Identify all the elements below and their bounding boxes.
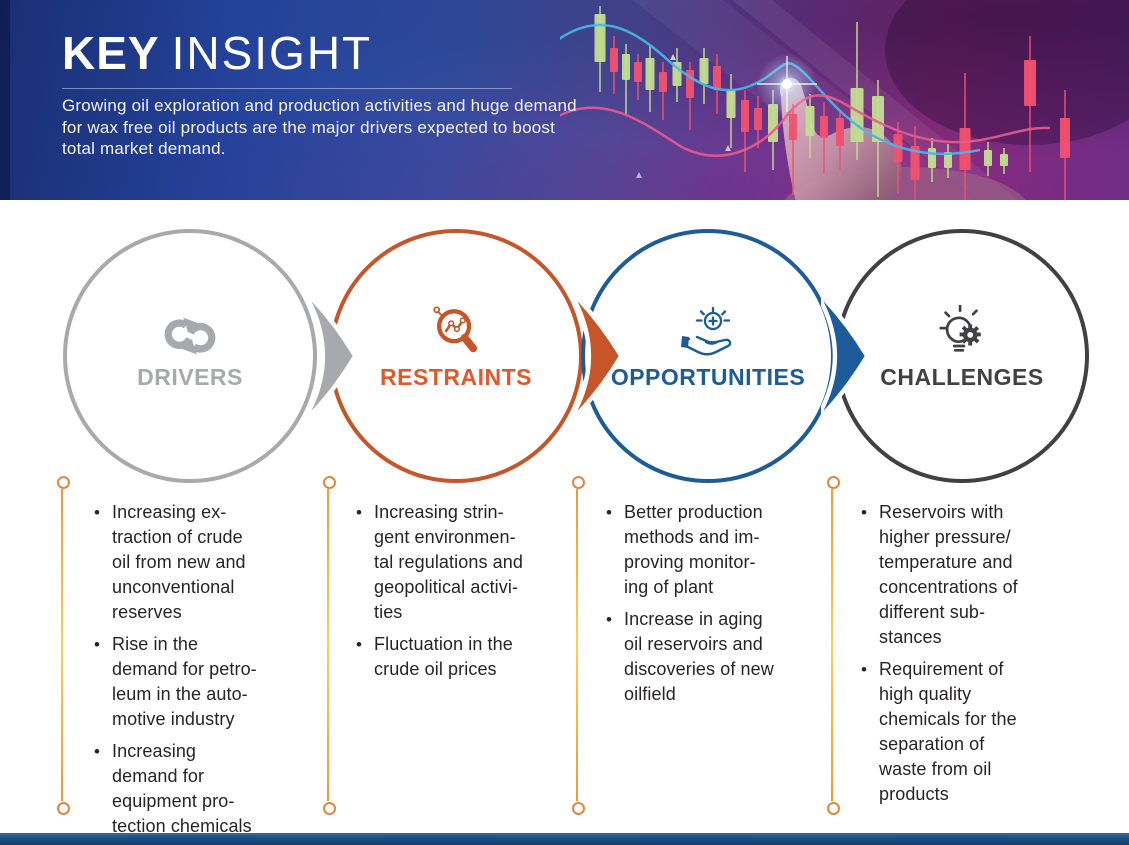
category-circle-opportunities: OPPORTUNITIES	[581, 229, 835, 483]
opportunities-bullet-list: Better production methods and im- provin…	[604, 500, 828, 714]
sparkle-triangle	[636, 172, 642, 178]
page-title: KEY INSIGHT	[62, 28, 622, 78]
header-subtitle: Growing oil exploration and production a…	[62, 96, 577, 158]
title-underline	[62, 88, 512, 89]
opportunities-label: OPPORTUNITIES	[610, 364, 806, 390]
connector-ring	[57, 802, 70, 815]
connector-ring	[323, 802, 336, 815]
connector-ring	[827, 476, 840, 489]
bullet-item: Increase in aging oil reservoirs and dis…	[604, 607, 828, 707]
circle-content: RESTRAINTS	[380, 305, 532, 391]
bullet-item: Reservoirs with higher pressure/ tempera…	[859, 500, 1083, 650]
footer-bar	[0, 833, 1129, 845]
category-circle-challenges: CHALLENGES	[835, 229, 1089, 483]
bullet-item: Increasing demand for equipment pro- tec…	[92, 739, 316, 839]
challenges-label: CHALLENGES	[880, 364, 1044, 390]
bullet-item: Better production methods and im- provin…	[604, 500, 828, 600]
circle-content: OPPORTUNITIES	[611, 305, 805, 391]
category-circle-drivers: DRIVERS	[63, 229, 317, 483]
connector-line	[61, 489, 63, 801]
header-banner: KEY INSIGHT Growing oil exploration and p…	[0, 0, 1129, 200]
bulb-gear-icon	[933, 305, 991, 359]
hand-sun-icon	[676, 305, 740, 359]
bullet-item: Requirement of high quality chemicals fo…	[859, 657, 1083, 807]
connector-line	[327, 489, 329, 801]
drivers-label: DRIVERS	[137, 364, 243, 390]
arrow-restraints-to-opportunities	[575, 299, 623, 413]
connector-ring	[572, 476, 585, 489]
sync-arrows-icon	[158, 305, 222, 359]
title-bold-part: KEY	[62, 27, 160, 79]
magnifier-chart-icon	[428, 305, 484, 359]
connector-ring	[572, 802, 585, 815]
bullet-item: Increasing ex- traction of crude oil fro…	[92, 500, 316, 625]
connector-line	[576, 489, 578, 801]
circle-content: CHALLENGES	[880, 305, 1043, 391]
fingertip-glow	[757, 54, 817, 114]
connector-line	[831, 489, 833, 801]
bullet-item: Fluctuation in the crude oil prices	[354, 632, 578, 682]
restraints-bullet-list: Increasing strin- gent environmen- tal r…	[354, 500, 578, 689]
arrow-drivers-to-restraints	[309, 299, 357, 413]
category-circle-restraints: RESTRAINTS	[329, 229, 583, 483]
sparkle-triangle	[725, 145, 731, 151]
connector-ring	[57, 476, 70, 489]
candlestick-chart-graphic	[560, 0, 1129, 200]
bullet-item: Rise in the demand for petro- leum in th…	[92, 632, 316, 732]
sparkle-triangle	[670, 54, 676, 60]
circle-content: DRIVERS	[137, 305, 243, 391]
challenges-bullet-list: Reservoirs with higher pressure/ tempera…	[859, 500, 1083, 814]
title-light-part: INSIGHT	[171, 27, 373, 79]
header-edge-strip	[0, 0, 10, 200]
restraints-label: RESTRAINTS	[380, 364, 532, 390]
drivers-bullet-list: Increasing ex- traction of crude oil fro…	[92, 500, 316, 845]
candlesticks	[594, 6, 1070, 200]
connector-ring	[827, 802, 840, 815]
arrow-opportunities-to-challenges	[821, 299, 869, 413]
connector-ring	[323, 476, 336, 489]
header-text-block: KEY INSIGHT Growing oil exploration and p…	[62, 28, 622, 160]
bokeh-blob	[885, 0, 1129, 145]
bullet-item: Increasing strin- gent environmen- tal r…	[354, 500, 578, 625]
